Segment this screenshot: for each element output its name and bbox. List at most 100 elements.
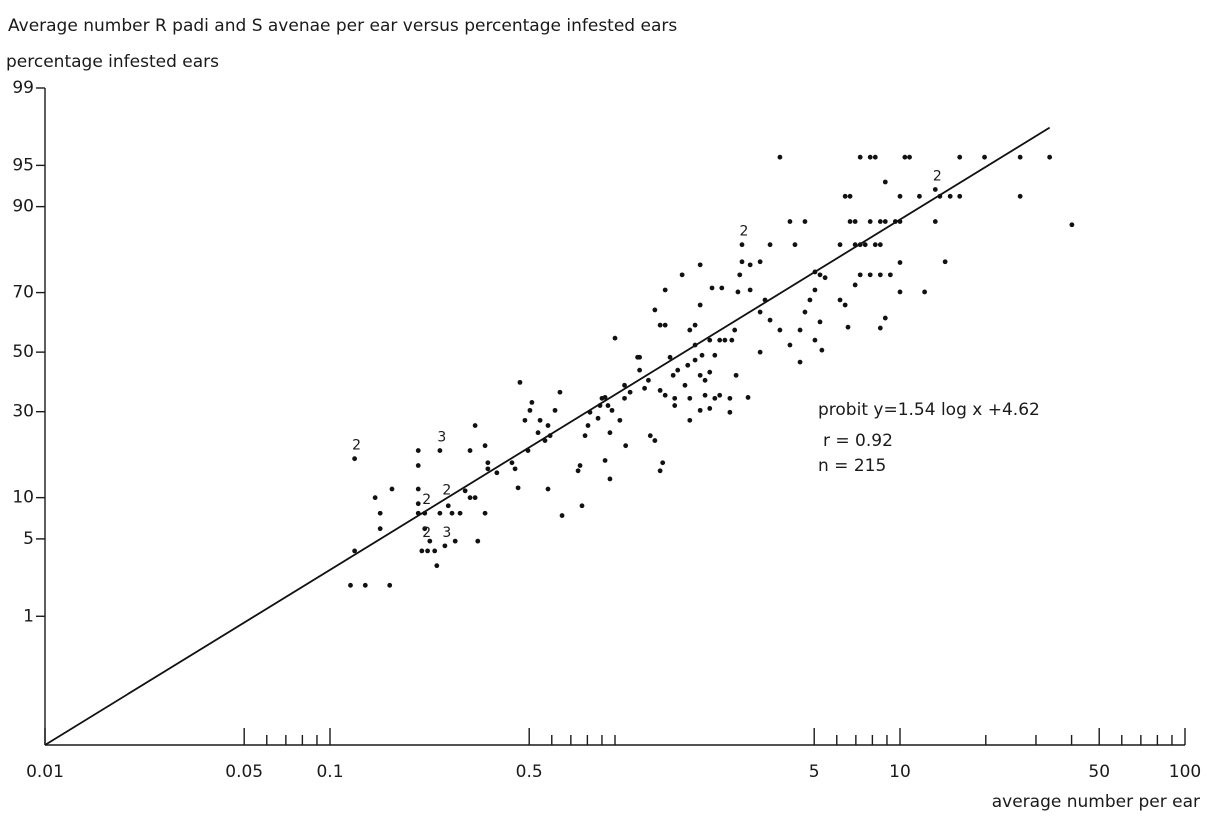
data-point [842,302,848,308]
annotation: r = 0.92 [823,431,893,451]
data-point [657,322,663,328]
y-tick-label: 30 [12,402,34,422]
data-point [387,582,393,588]
data-point [662,287,668,293]
data-point [757,259,763,265]
data-point [352,456,358,462]
data-point [622,382,627,388]
data-point [552,407,558,413]
data-point [819,347,825,353]
data-point [697,262,703,268]
data-point [747,262,753,268]
data-point [717,337,723,343]
data-point [652,438,658,443]
y-tick-label: 1 [23,606,34,626]
data-point [757,309,763,315]
data-point [449,510,455,516]
data-point [675,367,681,373]
data-point [897,193,903,199]
data-point [545,423,551,428]
data-point [434,563,440,569]
data-point [622,395,627,401]
data-point [432,548,438,554]
y-tick-label: 90 [12,197,34,217]
data-point [445,503,451,509]
data-point [727,409,733,415]
data-point [542,438,548,443]
data-point [882,179,888,185]
data-point [932,219,938,224]
data-point [957,154,963,160]
data-point [457,510,463,516]
data-point [605,403,611,408]
point-count-label: 3 [437,430,446,446]
data-point [585,423,591,428]
data-point [847,219,853,224]
data-point [467,448,473,453]
data-point [607,476,613,482]
data-point [425,548,430,554]
data-point [389,486,395,492]
data-point [937,193,943,199]
data-point [902,154,908,160]
data-point [812,287,818,293]
data-point [917,193,922,199]
data-point [662,322,668,328]
data-point [1017,154,1023,160]
x-tick-label: 0.01 [26,762,64,782]
data-point [857,242,863,248]
data-point [709,285,715,291]
point-count-label: 2 [422,492,431,508]
data-point [852,242,858,248]
data-point [415,463,421,468]
data-point [1069,222,1075,228]
data-point [817,272,823,278]
data-point [847,193,853,199]
data-point [822,275,828,281]
data-point [415,501,421,507]
data-point [699,352,705,358]
y-tick-label: 5 [23,529,34,549]
x-tick-label: 0.1 [316,762,343,782]
data-point [1017,193,1023,199]
data-point [415,448,421,453]
data-point [692,342,698,348]
data-point [652,307,658,313]
data-point [787,219,793,224]
data-point [557,389,563,395]
data-point [692,357,698,363]
data-point [527,407,533,413]
data-point [797,359,803,365]
data-point [515,485,521,491]
data-point [437,510,443,516]
data-point [545,486,551,492]
data-point [442,543,448,549]
data-point [877,219,883,224]
y-tick-label: 95 [12,155,34,175]
data-point [537,417,543,423]
data-point [348,582,353,588]
data-point [415,510,421,516]
data-point [582,433,588,439]
data-point [739,242,745,248]
data-point [872,242,878,248]
data-point [812,269,818,275]
x-tick-label: 0.5 [516,762,543,782]
data-point [862,242,868,248]
data-point [517,379,523,385]
data-point [595,415,601,421]
data-point [525,448,531,453]
data-point [872,154,878,160]
x-tick-label: 5 [809,762,820,782]
data-point [609,407,615,413]
data-point [897,219,903,224]
data-point [482,443,488,449]
data-point [529,399,535,405]
data-point [697,302,703,308]
data-point [475,538,481,544]
data-point [787,342,793,348]
data-point [646,377,651,383]
y-axis-label: percentage infested ears [6,52,219,72]
data-point [427,538,433,544]
data-point [687,327,693,333]
